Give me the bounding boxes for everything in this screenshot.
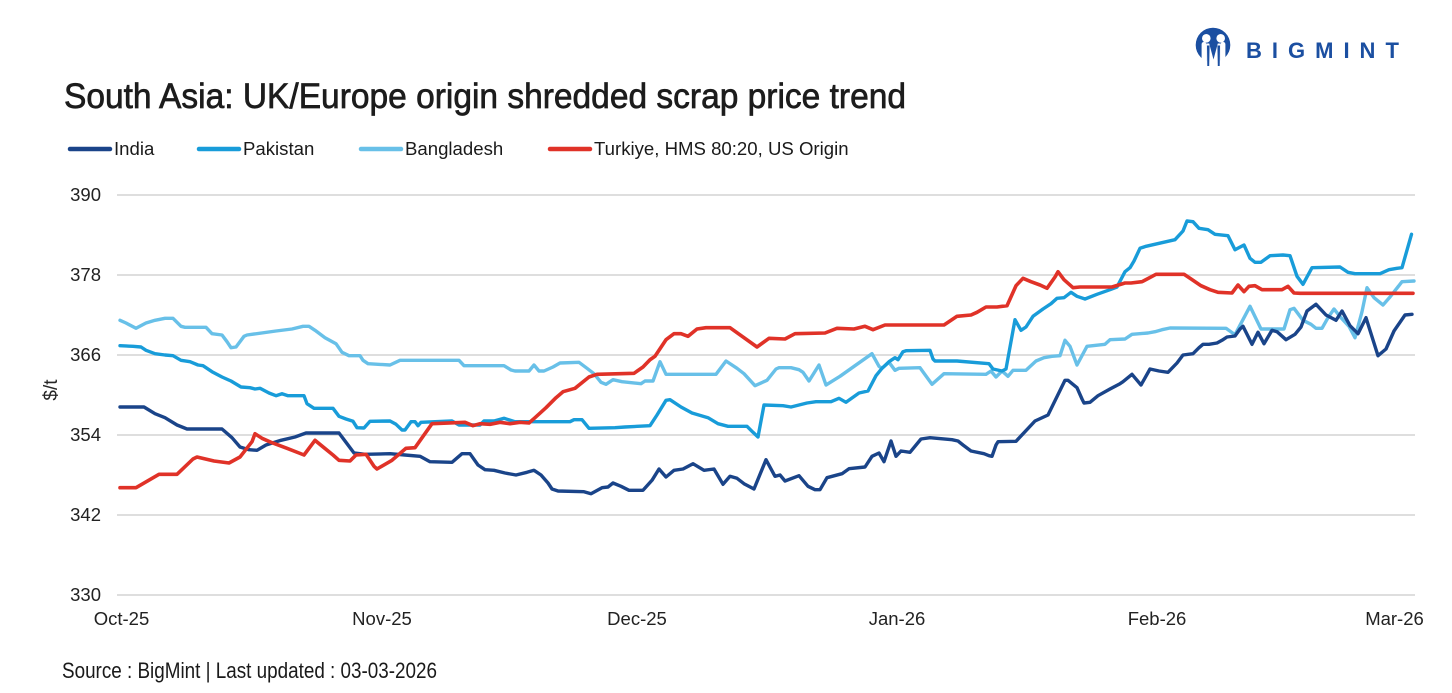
svg-text:Nov-25: Nov-25 bbox=[352, 608, 412, 629]
svg-text:342: 342 bbox=[70, 504, 101, 525]
svg-text:390: 390 bbox=[70, 184, 101, 205]
svg-text:Source : BigMint | Last update: Source : BigMint | Last updated : 03-03-… bbox=[62, 658, 437, 683]
svg-text:South Asia: UK/Europe origin s: South Asia: UK/Europe origin shredded sc… bbox=[64, 77, 906, 116]
svg-text:$/t: $/t bbox=[41, 379, 62, 401]
svg-text:Jan-26: Jan-26 bbox=[869, 608, 926, 629]
svg-text:BIGMINT: BIGMINT bbox=[1246, 38, 1409, 63]
svg-text:354: 354 bbox=[70, 424, 101, 445]
svg-text:India: India bbox=[114, 138, 155, 159]
svg-text:Dec-25: Dec-25 bbox=[607, 608, 667, 629]
svg-text:Bangladesh: Bangladesh bbox=[405, 138, 503, 159]
svg-text:Oct-25: Oct-25 bbox=[94, 608, 150, 629]
svg-text:330: 330 bbox=[70, 584, 101, 605]
svg-text:Feb-26: Feb-26 bbox=[1128, 608, 1187, 629]
svg-text:378: 378 bbox=[70, 264, 101, 285]
svg-text:Turkiye, HMS 80:20, US Origin: Turkiye, HMS 80:20, US Origin bbox=[594, 138, 849, 159]
svg-text:Pakistan: Pakistan bbox=[243, 138, 314, 159]
svg-text:Mar-26: Mar-26 bbox=[1365, 608, 1424, 629]
svg-text:366: 366 bbox=[70, 344, 101, 365]
